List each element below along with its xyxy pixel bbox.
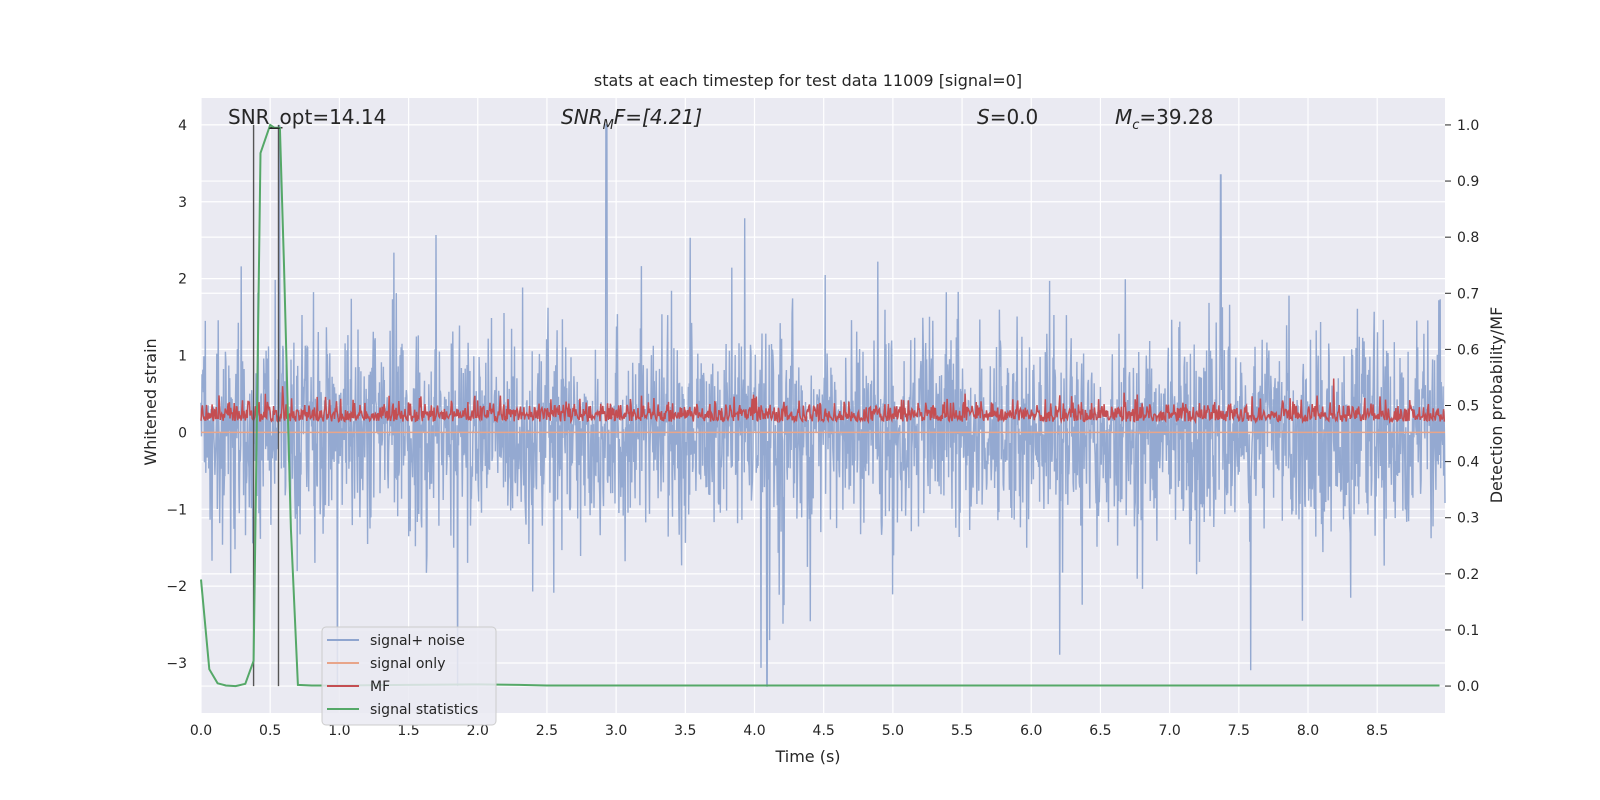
- y2-tick-label: 0.9: [1457, 174, 1479, 190]
- y2-tick-label: 1.0: [1457, 118, 1479, 134]
- x-tick-label: 6.5: [1089, 723, 1111, 739]
- x-tick-label: 4.0: [743, 723, 765, 739]
- y2-tick-label: 0.4: [1457, 455, 1479, 471]
- annotation-mc: Mc=39.28: [1115, 105, 1213, 133]
- annotation-s-value: =0.0: [990, 105, 1039, 129]
- y-tick-label: −2: [166, 579, 187, 595]
- y2-tick-label: 0.7: [1457, 286, 1479, 302]
- y-tick-label: 1: [178, 349, 187, 365]
- y2-tick-label: 0.2: [1457, 567, 1479, 583]
- x-tick-label: 0.0: [190, 723, 212, 739]
- y-axis-ticks: 4 3 2 1 0 −1 −2 −3: [166, 118, 187, 672]
- y-tick-label: 4: [178, 118, 187, 134]
- series-mf: [200, 378, 1446, 425]
- y-axis-label: Whitened strain: [141, 338, 160, 465]
- y-tick-label: 2: [178, 272, 187, 288]
- y-tick-label: −1: [166, 502, 187, 518]
- y2-tick-label: 0.6: [1457, 342, 1479, 358]
- annotation-mc-value: =39.28: [1139, 105, 1213, 129]
- legend-label-signal-statistics: signal statistics: [370, 702, 478, 718]
- y2-tick-label: 0.5: [1457, 399, 1479, 415]
- x-tick-label: 5.0: [882, 723, 904, 739]
- legend-label-signal-noise: signal+ noise: [370, 633, 465, 649]
- legend-box: [321, 626, 497, 726]
- chart-title: stats at each timestep for test data 110…: [594, 71, 1022, 90]
- annotation-snr-mf-suffix: F=[4.21]: [614, 105, 702, 129]
- x-axis-label: Time (s): [774, 747, 840, 766]
- y2-tick-label: 0.1: [1457, 623, 1479, 639]
- signal-statistics-line: [200, 123, 1440, 688]
- x-tick-label: 3.5: [674, 723, 696, 739]
- x-axis-ticks: 0.0 0.5 1.0 1.5 2.0 2.5 3.0 3.5 4.0 4.5 5.0 5.5 6.0 6…: [190, 723, 1388, 739]
- annotation-snr-opt: SNR_opt=14.14: [228, 105, 386, 129]
- annotation-s-label: S: [977, 105, 990, 129]
- x-tick-label: 2.5: [536, 723, 558, 739]
- x-tick-label: 3.0: [605, 723, 627, 739]
- annotation-s: S=0.0: [977, 105, 1038, 129]
- x-tick-label: 0.5: [259, 723, 281, 739]
- legend: signal+ noise signal only MF signal stat…: [321, 626, 497, 726]
- x-tick-label: 6.0: [1020, 723, 1042, 739]
- x-tick-label: 2.0: [467, 723, 489, 739]
- annotation-snr-mf-prefix: SNR: [561, 105, 603, 129]
- y-tick-label: −3: [166, 656, 187, 672]
- mf-line: [200, 378, 1446, 425]
- annotation-mc-sub: c: [1132, 118, 1139, 133]
- x-tick-label: 7.5: [1228, 723, 1250, 739]
- x-tick-label: 5.5: [951, 723, 973, 739]
- series-signal-statistics: [200, 123, 1440, 688]
- x-tick-label: 1.5: [397, 723, 419, 739]
- y2-tick-label: 0.3: [1457, 511, 1479, 527]
- x-tick-label: 8.0: [1297, 723, 1319, 739]
- y2-axis-ticks: 1.0 0.9 0.8 0.7 0.6 0.5 0.4 0.3 0.2 0.1 0.0: [1445, 118, 1479, 695]
- annotation-snr-mf-sub: M: [603, 118, 614, 133]
- y-tick-label: 3: [178, 195, 187, 211]
- x-tick-label: 1.0: [328, 723, 350, 739]
- annotation-snr-mf: SNRMF=[4.21]: [561, 105, 702, 133]
- legend-label-signal-only: signal only: [370, 656, 445, 672]
- x-tick-label: 4.5: [813, 723, 835, 739]
- x-tick-label: 8.5: [1366, 723, 1388, 739]
- annotation-mc-label: M: [1115, 105, 1132, 129]
- y2-axis-label: Detection probability/MF: [1487, 307, 1506, 504]
- y-tick-label: 0: [178, 425, 187, 441]
- legend-label-mf: MF: [370, 679, 390, 695]
- y2-tick-label: 0.0: [1457, 679, 1479, 695]
- y2-tick-label: 0.8: [1457, 230, 1479, 246]
- x-tick-label: 7.0: [1158, 723, 1180, 739]
